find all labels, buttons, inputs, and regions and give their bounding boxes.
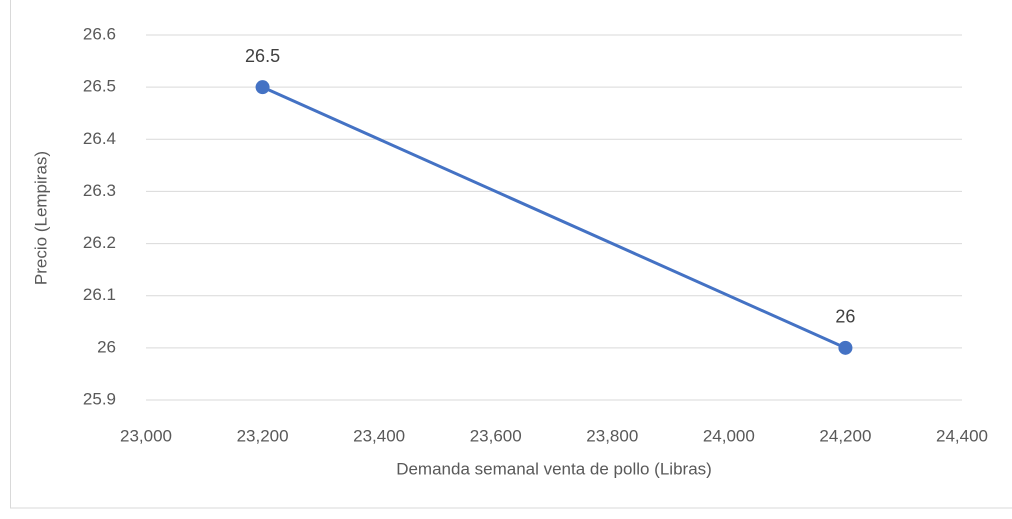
data-label: 26 xyxy=(835,307,855,327)
data-point xyxy=(838,341,852,355)
y-tick-label: 26.1 xyxy=(83,285,116,304)
x-tick-label: 23,000 xyxy=(120,426,172,445)
y-tick-label: 25.9 xyxy=(83,389,116,408)
x-tick-label: 24,400 xyxy=(936,426,988,445)
y-tick-label: 26.2 xyxy=(83,233,116,252)
x-tick-label: 24,200 xyxy=(819,426,871,445)
data-label: 26.5 xyxy=(245,46,280,66)
x-axis-label: Demanda semanal venta de pollo (Libras) xyxy=(396,459,712,478)
data-point xyxy=(256,80,270,94)
y-tick-label: 26.4 xyxy=(83,129,116,148)
x-tick-label: 23,600 xyxy=(470,426,522,445)
x-tick-label: 23,800 xyxy=(586,426,638,445)
data-line xyxy=(263,87,846,348)
y-tick-label: 26.3 xyxy=(83,181,116,200)
x-tick-label: 23,200 xyxy=(237,426,289,445)
y-tick-label: 26.5 xyxy=(83,77,116,96)
x-tick-label: 23,400 xyxy=(353,426,405,445)
y-tick-label: 26.6 xyxy=(83,24,116,43)
x-tick-label: 24,000 xyxy=(703,426,755,445)
y-tick-label: 26 xyxy=(97,337,116,356)
y-axis-label: Precio (Lempiras) xyxy=(31,151,50,285)
